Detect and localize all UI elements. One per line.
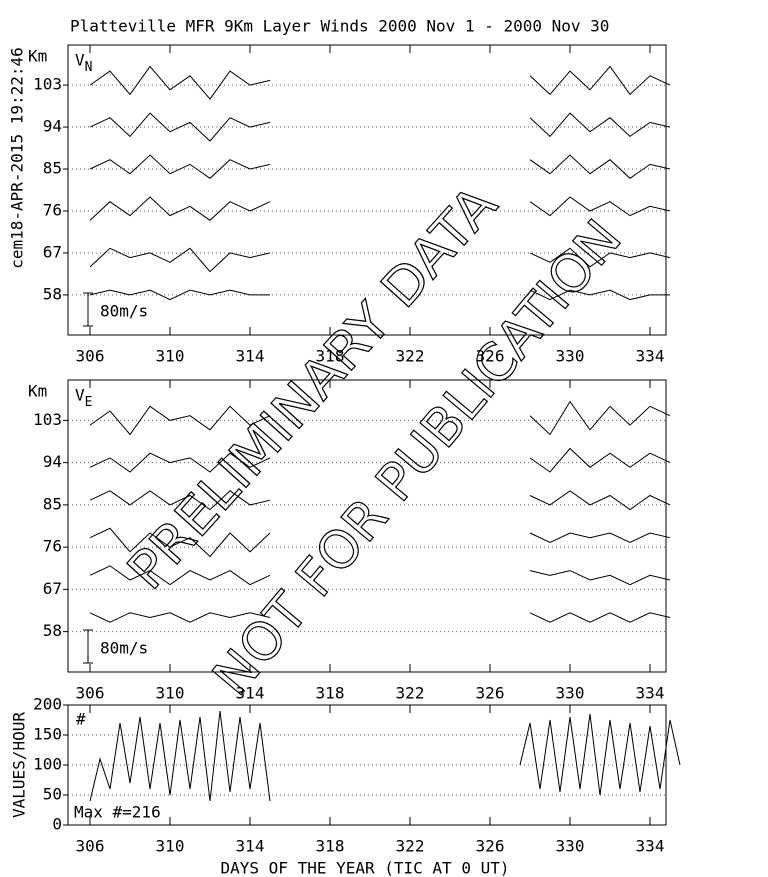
y-tick-label: 200	[33, 695, 62, 714]
y-tick-label: 58	[43, 284, 62, 303]
x-tick-label: 306	[76, 837, 105, 856]
y-tick-label: 67	[43, 579, 62, 598]
chart-title: Platteville MFR 9Km Layer Winds 2000 Nov…	[70, 17, 609, 36]
plot-frame	[67, 379, 667, 673]
line-trace	[89, 527, 671, 558]
x-tick-label: 330	[556, 837, 585, 856]
y-tick-label: 76	[43, 537, 62, 556]
line-trace	[89, 247, 671, 273]
line-trace	[89, 154, 671, 179]
y-tick-label: 0	[52, 815, 62, 834]
x-tick-label: 314	[236, 684, 265, 703]
y-tick-label: 94	[43, 117, 62, 136]
max-label: Max #=216	[74, 803, 161, 822]
y-tick-label: 150	[33, 725, 62, 744]
line-trace	[89, 196, 671, 221]
y-tick-label: 85	[43, 159, 62, 178]
x-tick-label: 314	[236, 347, 265, 366]
line-trace	[89, 710, 681, 802]
scale-label: 80m/s	[100, 302, 148, 321]
line-trace	[89, 447, 671, 473]
x-tick-label: 334	[636, 837, 665, 856]
y-tick-label: 85	[43, 494, 62, 513]
y-tick-label: 103	[33, 75, 62, 94]
x-tick-label: 310	[156, 837, 185, 856]
x-tick-label: 322	[396, 837, 425, 856]
panel-label: VN	[75, 51, 92, 75]
x-tick-label: 330	[556, 684, 585, 703]
x-tick-label: 326	[476, 837, 505, 856]
line-trace	[89, 65, 671, 100]
y-tick-label: 76	[43, 200, 62, 219]
x-tick-label: 322	[396, 684, 425, 703]
x-tick-label: 326	[476, 684, 505, 703]
x-tick-label: 310	[156, 347, 185, 366]
panel-label-sub: E	[85, 395, 93, 410]
x-tick-label: 322	[396, 347, 425, 366]
line-trace	[89, 400, 671, 436]
x-tick-label: 326	[476, 347, 505, 366]
x-tick-label: 306	[76, 347, 105, 366]
x-tick-label: 318	[316, 347, 345, 366]
panel-label-sub: N	[85, 60, 93, 75]
x-tick-label: 318	[316, 837, 345, 856]
line-trace	[89, 490, 671, 511]
y-tick-label: 100	[33, 755, 62, 774]
y-unit-label: Km	[28, 47, 47, 66]
x-tick-label: 330	[556, 347, 585, 366]
x-axis-label: DAYS OF THE YEAR (TIC AT 0 UT)	[221, 859, 510, 877]
y-axis-label: VALUES/HOUR	[10, 712, 29, 818]
line-trace	[89, 289, 670, 301]
x-tick-label: 334	[636, 684, 665, 703]
line-trace	[89, 565, 671, 586]
y-unit-label: Km	[28, 382, 47, 401]
y-tick-label: 58	[43, 621, 62, 640]
panel-label: #	[76, 710, 86, 729]
x-tick-label: 318	[316, 684, 345, 703]
x-tick-label: 314	[236, 837, 265, 856]
y-tick-label: 50	[43, 785, 62, 804]
x-tick-label: 310	[156, 684, 185, 703]
y-tick-label: 67	[43, 242, 62, 261]
y-tick-label: 94	[43, 452, 62, 471]
plot-frame	[67, 44, 667, 336]
panel-label: VE	[75, 386, 92, 410]
line-trace	[89, 612, 671, 623]
line-trace	[89, 112, 671, 142]
timestamp: cem18-APR-2015 19:22:46	[8, 47, 27, 269]
scale-label: 80m/s	[100, 639, 148, 658]
x-tick-label: 334	[636, 347, 665, 366]
x-tick-label: 306	[76, 684, 105, 703]
y-tick-label: 103	[33, 410, 62, 429]
